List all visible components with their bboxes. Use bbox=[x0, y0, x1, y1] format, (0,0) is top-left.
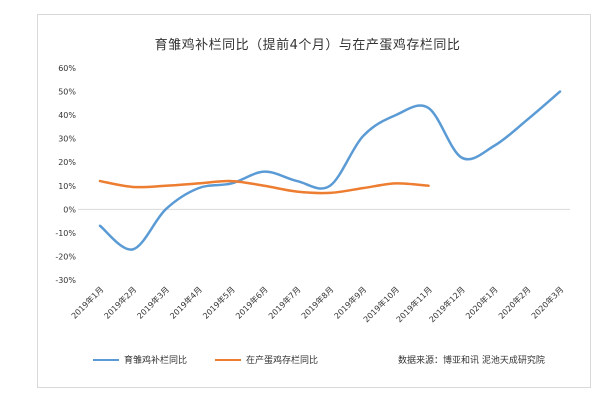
series-line-1 bbox=[98, 90, 562, 251]
legend-item-series-1: 育雏鸡补栏同比 bbox=[93, 353, 187, 366]
x-tick-label: 2020年2月 bbox=[496, 284, 532, 320]
legend-label-series-1: 育雏鸡补栏同比 bbox=[124, 356, 188, 366]
y-tick-label: 10% bbox=[58, 182, 76, 191]
y-tick-label: -10% bbox=[55, 229, 76, 238]
legend: 育雏鸡补栏同比 在产蛋鸡存栏同比 bbox=[93, 353, 346, 366]
y-tick-label: 20% bbox=[58, 158, 76, 167]
y-tick-label: 50% bbox=[58, 88, 76, 97]
x-tick-label: 2019年4月 bbox=[168, 284, 204, 320]
x-tick-label: 2019年1月 bbox=[69, 284, 105, 320]
x-tick-label: 2019年8月 bbox=[299, 284, 335, 320]
chart-frame bbox=[37, 14, 591, 388]
x-tick-label: 2019年9月 bbox=[332, 284, 368, 320]
y-tick-label: -20% bbox=[55, 252, 76, 261]
x-tick-label: 2019年3月 bbox=[135, 284, 171, 320]
legend-item-series-2: 在产蛋鸡存栏同比 bbox=[215, 353, 318, 366]
x-tick-label: 2019年7月 bbox=[266, 284, 302, 320]
legend-label-series-2: 在产蛋鸡存栏同比 bbox=[246, 356, 319, 366]
x-tick-label: 2019年2月 bbox=[102, 284, 138, 320]
chart-title: 育雏鸡补栏同比（提前4个月）与在产蛋鸡存栏同比 bbox=[154, 38, 461, 53]
source-note: 数据来源：博亚和讯 泥池天成研究院 bbox=[398, 356, 545, 366]
x-tick-label: 2019年5月 bbox=[200, 284, 236, 320]
x-tick-label: 2020年1月 bbox=[463, 284, 499, 320]
y-tick-label: 60% bbox=[58, 64, 76, 73]
x-tick-label: 2019年6月 bbox=[233, 284, 269, 320]
y-tick-label: -30% bbox=[55, 276, 76, 285]
y-tick-label: 40% bbox=[58, 111, 76, 120]
series-line-2 bbox=[98, 179, 430, 195]
y-tick-label: 0% bbox=[63, 205, 76, 214]
x-tick-label: 2020年3月 bbox=[529, 284, 565, 320]
legend-swatch-series-2 bbox=[215, 358, 242, 361]
y-tick-label: 30% bbox=[58, 135, 76, 144]
legend-swatch-series-1 bbox=[93, 358, 119, 361]
